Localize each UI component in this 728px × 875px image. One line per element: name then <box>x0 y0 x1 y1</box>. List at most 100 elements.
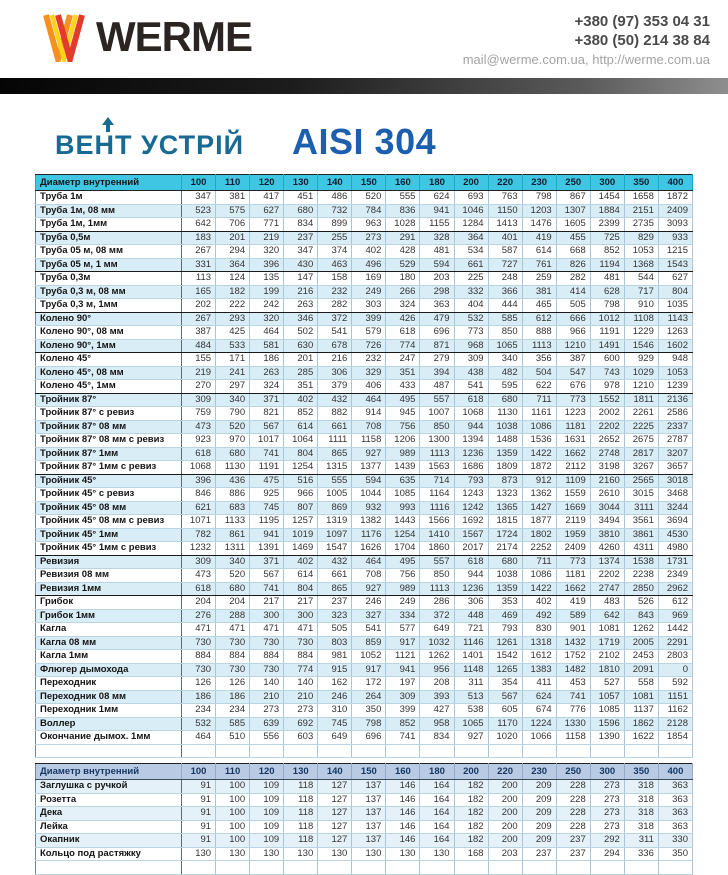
price-cell: 1427 <box>522 501 557 515</box>
price-cell: 830 <box>522 622 557 637</box>
price-cell: 873 <box>488 474 523 488</box>
price-cell: 463 <box>317 258 353 272</box>
price-cell: 1300 <box>419 433 455 448</box>
price-cell: 927 <box>351 447 387 461</box>
price-cell: 1377 <box>351 460 387 475</box>
price-cell: 1284 <box>454 217 489 232</box>
price-cell: 826 <box>556 258 591 272</box>
price-cell: 1113 <box>419 582 455 596</box>
price-cell: 130 <box>249 847 285 861</box>
price-cell: 774 <box>385 339 421 353</box>
table-row: Переходник 126 126 140 140 162 172 197 208 311 354… <box>35 676 694 691</box>
empty-cell <box>35 860 182 875</box>
price-cell: 186 <box>181 690 217 704</box>
price-cell: 137 <box>351 779 387 794</box>
price-cell: 219 <box>249 231 285 245</box>
price-cell: 1170 <box>488 717 523 731</box>
price-cell: 696 <box>351 730 387 745</box>
column-header-400: 400 <box>658 763 694 780</box>
price-cell: 2787 <box>658 433 694 448</box>
price-cell: 730 <box>215 663 251 677</box>
price-cell: 577 <box>385 622 421 637</box>
price-cell: 374 <box>317 244 353 259</box>
empty-cell <box>556 860 591 875</box>
price-cell: 523 <box>181 204 217 218</box>
column-header-130: 130 <box>283 763 319 780</box>
price-cell: 351 <box>385 366 421 380</box>
price-cell: 285 <box>283 366 319 380</box>
sub-header: ВЕНТ УСТРІЙ AISI 304 <box>0 94 728 160</box>
price-cell: 234 <box>181 703 217 718</box>
price-cell: 394 <box>419 366 455 380</box>
price-cell: 1137 <box>624 703 659 718</box>
row-label: Колено 45°, 1мм <box>35 379 182 394</box>
price-cell: 1206 <box>385 433 421 448</box>
price-cell: 1065 <box>454 717 489 731</box>
empty-cell <box>215 744 251 758</box>
price-cell: 267 <box>181 244 217 259</box>
price-cell: 2112 <box>556 460 591 475</box>
price-cell: 130 <box>317 847 353 861</box>
price-cell: 2102 <box>590 649 625 664</box>
price-cell: 336 <box>624 847 659 861</box>
price-cell: 1020 <box>488 730 523 745</box>
empty-cell <box>590 744 625 758</box>
price-cell: 993 <box>385 501 421 515</box>
price-cell: 473 <box>181 420 217 434</box>
price-cell: 2817 <box>624 447 659 461</box>
price-cell: 1862 <box>624 717 659 731</box>
price-cell: 861 <box>215 528 251 542</box>
price-cell: 595 <box>488 379 523 394</box>
table-row: Заглушка с ручкой 91 100 109 118 127 137 146 164… <box>35 779 694 794</box>
price-cell: 237 <box>556 847 591 861</box>
price-cell: 1081 <box>624 690 659 704</box>
price-cell: 1368 <box>624 258 659 272</box>
price-cell: 871 <box>419 339 455 353</box>
empty-cell <box>454 744 489 758</box>
price-cell: 323 <box>317 609 353 623</box>
price-cell: 259 <box>522 271 557 286</box>
price-cell: 829 <box>624 231 659 245</box>
email-and-website: mail@werme.com.ua, http://werme.com.ua <box>462 52 710 67</box>
price-cell: 1439 <box>385 460 421 475</box>
price-cell: 146 <box>385 820 421 834</box>
price-cell: 3244 <box>658 501 694 515</box>
price-cell: 804 <box>283 447 319 461</box>
column-header-230: 230 <box>522 174 557 191</box>
price-cell: 3044 <box>590 501 625 515</box>
price-cell: 944 <box>454 420 489 434</box>
price-cell: 146 <box>385 779 421 794</box>
price-cell: 2409 <box>556 541 591 556</box>
row-label: Колено 90° <box>35 312 182 326</box>
price-cell: 140 <box>249 676 285 691</box>
table-row: Флюгер дымохода 730 730 730 774 915 917 941 956 1… <box>35 663 694 677</box>
price-cell: 1215 <box>658 244 694 259</box>
price-cell: 915 <box>317 663 353 677</box>
price-cell: 1631 <box>556 433 591 448</box>
price-cell: 396 <box>181 474 217 488</box>
price-cell: 2261 <box>624 406 659 421</box>
price-cell: 1243 <box>454 487 489 502</box>
price-cell: 627 <box>658 271 694 286</box>
price-cell: 2850 <box>624 582 659 596</box>
price-cell: 1319 <box>317 514 353 529</box>
price-cell: 282 <box>317 298 353 313</box>
price-cell: 1959 <box>556 528 591 542</box>
price-cell: 798 <box>590 298 625 313</box>
price-cell: 618 <box>385 325 421 340</box>
price-cell: 859 <box>351 636 387 650</box>
table-row: Кагла 08 мм 730 730 730 730 803 859 917 1032 1146… <box>35 636 694 650</box>
price-cell: 1546 <box>624 339 659 353</box>
empty-cell <box>488 744 523 758</box>
price-cell: 432 <box>317 393 353 407</box>
price-cell: 1383 <box>522 663 557 677</box>
empty-cell <box>35 744 182 758</box>
price-cell: 273 <box>283 703 319 718</box>
price-cell: 884 <box>215 649 251 664</box>
price-cell: 291 <box>385 231 421 245</box>
price-cell: 1454 <box>590 190 625 205</box>
price-cell: 300 <box>249 609 285 623</box>
table-row: Колено 45°, 1мм 270 297 324 351 379 406 433 487 5… <box>35 379 694 394</box>
price-cell: 4260 <box>590 541 625 556</box>
price-cell: 773 <box>454 325 489 340</box>
